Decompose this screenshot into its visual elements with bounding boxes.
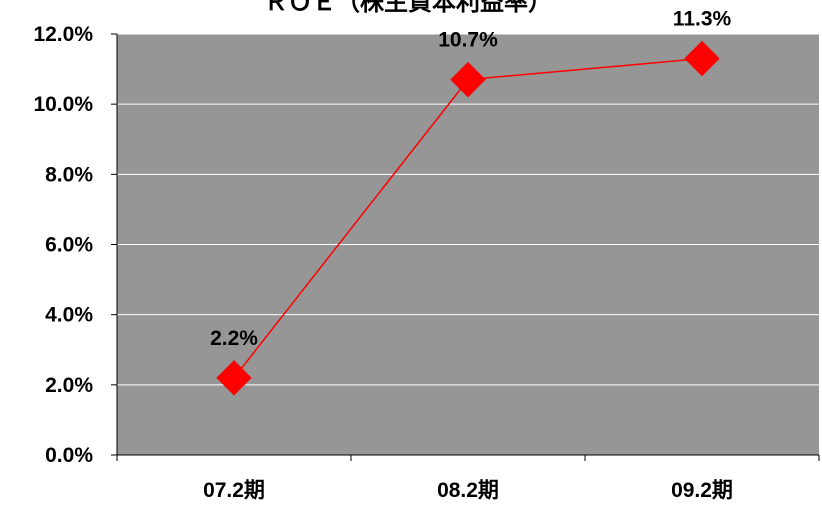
y-tick-label: 8.0% (45, 163, 93, 186)
series-roe (216, 40, 720, 396)
y-tick-label: 0.0% (45, 444, 93, 467)
x-axis-tick-labels: 07.2期 08.2期 09.2期 (203, 479, 733, 502)
y-tick-label: 2.0% (45, 374, 93, 397)
x-tick-label: 08.2期 (437, 479, 499, 502)
data-label: 11.3% (673, 8, 732, 31)
data-point-marker (216, 360, 252, 396)
data-label: 2.2% (210, 327, 258, 350)
data-point-marker (684, 40, 720, 77)
y-axis-tick-labels: 0.0% 2.0% 4.0% 6.0% 8.0% 10.0% 12.0% (33, 23, 117, 467)
data-point-marker (450, 61, 486, 98)
y-tick-label: 4.0% (45, 304, 93, 327)
data-labels: 2.2% 10.7% 11.3% (210, 8, 731, 350)
y-tick-label: 6.0% (45, 234, 93, 257)
y-tick-label: 10.0% (33, 93, 93, 116)
y-tick-label: 12.0% (33, 23, 93, 46)
chart-title: ＲＯＥ（株主資本利益率） (264, 0, 552, 16)
x-tick-label: 07.2期 (203, 479, 265, 502)
x-tick-label: 09.2期 (671, 479, 733, 502)
data-label: 10.7% (438, 29, 498, 52)
